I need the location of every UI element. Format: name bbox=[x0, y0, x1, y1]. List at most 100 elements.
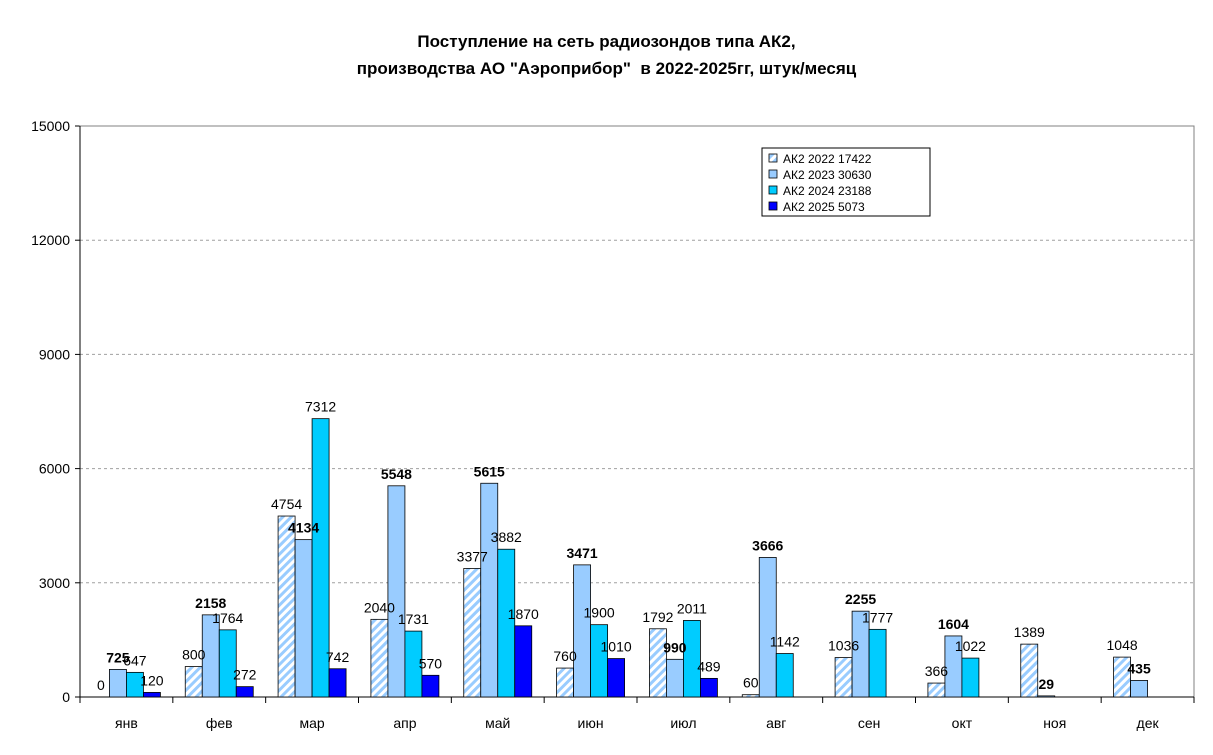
bar bbox=[311, 418, 330, 698]
y-tick-label: 3000 bbox=[39, 575, 70, 591]
y-tick-label: 0 bbox=[62, 689, 70, 705]
data-label: 1900 bbox=[584, 605, 615, 621]
data-label: 435 bbox=[1127, 660, 1151, 676]
bar bbox=[184, 666, 203, 698]
data-label: 120 bbox=[140, 672, 164, 688]
x-tick-label: апр bbox=[393, 715, 416, 731]
x-tick-label: июл bbox=[670, 715, 696, 731]
x-tick-label: ноя bbox=[1043, 715, 1066, 731]
chart-title-line-2: производства АО "Аэроприбор" в 2022-2025… bbox=[356, 59, 857, 78]
bar bbox=[556, 667, 574, 698]
bar bbox=[463, 568, 482, 698]
bar bbox=[961, 657, 980, 698]
data-label: 489 bbox=[697, 658, 721, 674]
y-tick-label: 12000 bbox=[31, 232, 70, 248]
legend-box bbox=[761, 147, 931, 217]
plot-frame bbox=[79, 125, 1195, 698]
data-label: 1036 bbox=[828, 638, 859, 654]
bar bbox=[143, 692, 161, 698]
bar bbox=[775, 653, 794, 698]
x-tick-label: мар bbox=[299, 715, 324, 731]
bar bbox=[370, 618, 389, 698]
data-label: 1389 bbox=[1014, 624, 1045, 640]
legend-swatch bbox=[768, 201, 778, 211]
legend-swatch bbox=[768, 169, 778, 179]
bar bbox=[607, 658, 625, 698]
data-label: 1142 bbox=[770, 634, 800, 650]
data-label: 1764 bbox=[212, 610, 243, 626]
bar bbox=[1113, 656, 1131, 698]
data-label: 1010 bbox=[601, 639, 632, 655]
data-label: 3377 bbox=[457, 548, 488, 564]
data-label: 60 bbox=[743, 675, 759, 691]
bar bbox=[1037, 695, 1056, 698]
legend-label: АК2 2024 23188 bbox=[783, 184, 872, 198]
bar bbox=[109, 669, 127, 698]
bar bbox=[868, 628, 887, 698]
x-tick-label: авг bbox=[766, 715, 786, 731]
data-label: 5548 bbox=[381, 466, 412, 482]
data-label: 366 bbox=[925, 663, 949, 679]
bar bbox=[573, 564, 591, 698]
bar bbox=[1130, 680, 1148, 698]
data-label: 1048 bbox=[1107, 637, 1138, 653]
data-label: 2011 bbox=[677, 600, 707, 616]
data-label: 1604 bbox=[938, 616, 969, 632]
bar bbox=[590, 624, 608, 698]
data-label: 3471 bbox=[567, 545, 598, 561]
data-label: 742 bbox=[326, 649, 350, 665]
bar bbox=[741, 694, 760, 698]
x-tick-label: янв bbox=[115, 715, 138, 731]
data-label: 990 bbox=[663, 639, 687, 655]
bar bbox=[497, 548, 516, 698]
data-label: 800 bbox=[182, 647, 206, 663]
legend-label: АК2 2023 30630 bbox=[783, 168, 872, 182]
bar bbox=[927, 682, 946, 698]
chart-title-line-1: Поступление на сеть радиозондов типа АК2… bbox=[417, 32, 796, 51]
data-label: 0 bbox=[97, 677, 105, 693]
data-label: 1022 bbox=[955, 638, 986, 654]
data-label: 272 bbox=[233, 667, 257, 683]
data-label: 3666 bbox=[752, 537, 783, 553]
bar bbox=[387, 485, 406, 698]
x-tick-label: сен bbox=[858, 715, 881, 731]
bar bbox=[404, 630, 423, 698]
legend-swatch bbox=[768, 153, 778, 163]
data-label: 647 bbox=[123, 652, 147, 668]
bar bbox=[1020, 643, 1039, 698]
data-label: 1777 bbox=[862, 609, 893, 625]
y-tick-label: 9000 bbox=[39, 346, 70, 362]
bar bbox=[834, 657, 853, 698]
data-label: 570 bbox=[419, 655, 443, 671]
x-tick-label: дек bbox=[1137, 715, 1160, 731]
data-label: 7312 bbox=[305, 399, 336, 415]
legend-swatch bbox=[768, 185, 778, 195]
data-label: 1731 bbox=[398, 611, 429, 627]
data-label: 5615 bbox=[474, 463, 505, 479]
data-label: 1792 bbox=[642, 609, 673, 625]
bar bbox=[758, 557, 777, 698]
y-tick-label: 15000 bbox=[31, 118, 70, 134]
y-tick-label: 6000 bbox=[39, 461, 70, 477]
chart-title: Поступление на сеть радиозондов типа АК2… bbox=[0, 28, 1213, 82]
data-label: 2158 bbox=[195, 595, 226, 611]
data-label: 29 bbox=[1038, 676, 1054, 692]
bar bbox=[218, 629, 237, 698]
bar bbox=[277, 515, 296, 698]
bar bbox=[700, 677, 718, 698]
x-tick-label: окт bbox=[952, 715, 973, 731]
x-tick-label: фев bbox=[206, 715, 233, 731]
data-label: 1870 bbox=[508, 606, 539, 622]
legend-label: АК2 2022 17422 bbox=[783, 152, 872, 166]
data-label: 4754 bbox=[271, 496, 302, 512]
bar bbox=[514, 625, 533, 698]
bar bbox=[235, 686, 254, 698]
bar bbox=[421, 674, 440, 698]
bar bbox=[328, 668, 347, 698]
data-label: 2040 bbox=[364, 599, 395, 615]
x-tick-label: июн bbox=[578, 715, 604, 731]
legend-label: АК2 2025 5073 bbox=[783, 200, 865, 214]
bar bbox=[126, 671, 144, 698]
data-label: 725 bbox=[106, 649, 130, 665]
